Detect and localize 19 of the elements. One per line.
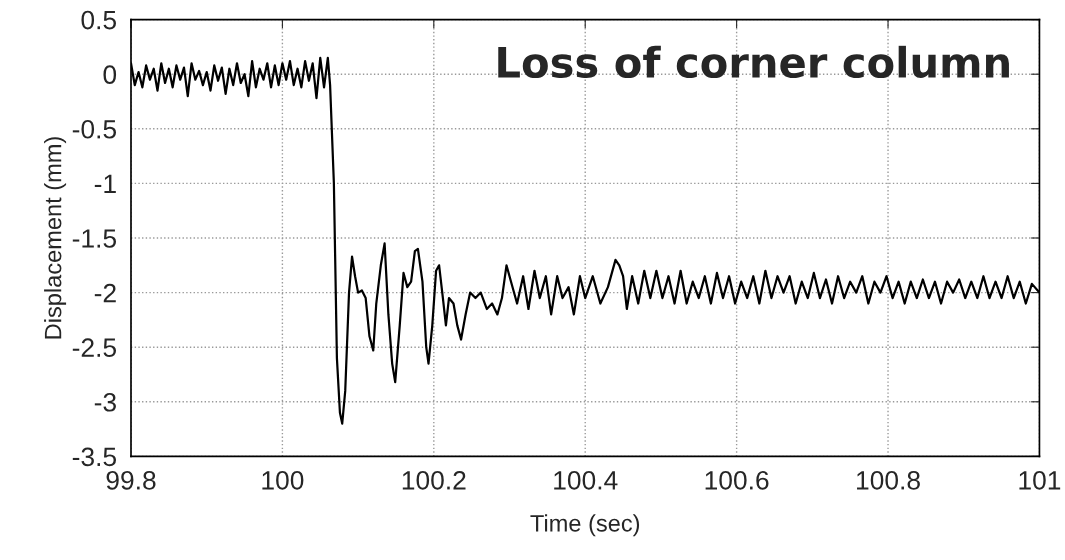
y-tick-label: 0.5 <box>81 10 116 30</box>
x-tick-label: 100 <box>262 470 304 490</box>
y-tick-label: -2 <box>94 283 116 303</box>
x-tick-label: 100.2 <box>402 470 466 490</box>
x-tick-label: 100.4 <box>554 470 618 490</box>
y-tick-label: -0.5 <box>72 119 116 139</box>
y-tick-label: -1.5 <box>72 229 116 248</box>
y-tick-label: -3.5 <box>72 447 116 467</box>
y-tick-label: -3 <box>94 392 116 412</box>
x-tick-label: 100.6 <box>705 470 769 490</box>
x-tick-label: 100.8 <box>857 470 920 490</box>
annotation: Loss of corner column <box>498 45 1009 79</box>
y-axis-title: Displacement (mm) <box>44 137 67 339</box>
y-tick-label: -1 <box>94 174 116 193</box>
x-axis-title: Time (sec) <box>530 514 640 537</box>
y-tick-label: 0 <box>103 65 117 85</box>
y-tick-label: -2.5 <box>72 338 116 358</box>
x-tick-label: 99.8 <box>106 470 156 490</box>
x-tick-label: 101 <box>1019 470 1061 490</box>
